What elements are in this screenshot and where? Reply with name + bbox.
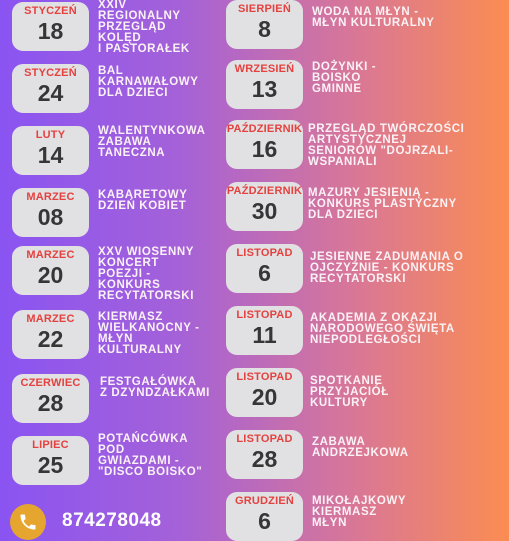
date-card: STYCZEŃ 18 xyxy=(12,2,89,51)
event-month: WRZESIEŃ xyxy=(234,63,295,75)
event-title: MAZURY JESIENIĄ - KONKURS PLASTYCZNY DLA… xyxy=(308,187,457,221)
phone-icon xyxy=(10,504,46,540)
date-card: SIERPIEŃ 8 xyxy=(226,0,303,49)
event-title: AKADEMIA Z OKAZJI NARODOWEGO ŚWIĘTA NIEP… xyxy=(310,312,455,346)
event-month: MARZEC xyxy=(26,191,75,203)
event-title: WALENTYNKOWA ZABAWA TANECZNA xyxy=(98,125,206,159)
event-month: LISTOPAD xyxy=(236,247,293,259)
date-card: GRUDZIEŃ 6 xyxy=(226,492,303,541)
event-title: SPOTKANIE PRZYJACIÓŁ KULTURY xyxy=(310,375,389,409)
date-card: LISTOPAD 20 xyxy=(226,368,303,417)
event-day: 25 xyxy=(37,452,64,478)
event-month: LIPIEC xyxy=(32,439,69,451)
phone-number[interactable]: 874278048 xyxy=(62,510,162,531)
date-card: LISTOPAD 28 xyxy=(226,430,303,479)
date-card: MARZEC 08 xyxy=(12,188,89,237)
event-title: PRZEGLĄD TWÓRCZOŚCI ARTYSTYCZNEJ SENIORÓ… xyxy=(308,123,465,168)
event-month: LISTOPAD xyxy=(236,371,293,383)
date-card: CZERWIEC 28 xyxy=(12,374,89,423)
date-card: LISTOPAD 11 xyxy=(226,306,303,355)
date-card: MARZEC 22 xyxy=(12,310,89,359)
event-day: 6 xyxy=(258,508,271,534)
event-title: KABARETOWY DZIEŃ KOBIET xyxy=(98,189,188,212)
event-month: MARZEC xyxy=(26,249,75,261)
event-day: 14 xyxy=(37,142,64,168)
event-month: CZERWIEC xyxy=(20,377,81,389)
event-title: JESIENNE ZADUMANIA O OJCZYŹNIE - KONKURS… xyxy=(310,251,464,285)
event-month: LISTOPAD xyxy=(236,433,293,445)
event-title: KIERMASZ WIELKANOCNY - MŁYN KULTURALNY xyxy=(98,311,200,356)
event-month: SIERPIEŃ xyxy=(238,3,291,15)
event-month: MARZEC xyxy=(26,313,75,325)
date-card: PAŹDZIERNIK 30 xyxy=(226,182,303,231)
date-card: LISTOPAD 6 xyxy=(226,244,303,293)
event-title: XXIV REGIONALNY PRZEGLĄD KOLĘD I PASTORA… xyxy=(98,0,190,55)
event-title: BAL KARNAWAŁOWY DLA DZIECI xyxy=(98,65,199,99)
event-month: GRUDZIEŃ xyxy=(234,495,295,507)
event-title: ZABAWA ANDRZEJKOWA xyxy=(312,436,409,459)
event-month: PAŹDZIERNIK xyxy=(226,185,303,197)
event-title: WODA NA MŁYN - MŁYN KULTURALNY xyxy=(312,6,435,29)
event-day: 30 xyxy=(251,198,278,224)
event-month: STYCZEŃ xyxy=(24,67,77,79)
event-day: 22 xyxy=(37,326,64,352)
date-card: MARZEC 20 xyxy=(12,246,89,295)
event-month: LISTOPAD xyxy=(236,309,293,321)
event-title: POTAŃCÓWKA POD GWIAZDAMI - "DISCO BOISKO… xyxy=(98,433,203,478)
event-title: MIKOŁAJKOWY KIERMASZ MŁYN xyxy=(312,495,407,529)
event-day: 28 xyxy=(251,446,278,472)
event-day: 08 xyxy=(37,204,64,230)
event-day: 11 xyxy=(252,322,277,348)
event-day: 18 xyxy=(37,18,64,44)
event-month: LUTY xyxy=(35,129,66,141)
date-card: WRZESIEŃ 13 xyxy=(226,60,303,109)
date-card: LIPIEC 25 xyxy=(12,436,89,485)
event-day: 24 xyxy=(37,80,64,106)
event-month: PAŹDZIERNIK xyxy=(226,123,303,135)
event-title: XXV WIOSENNY KONCERT POEZJI - KONKURS RE… xyxy=(98,246,195,302)
event-day: 6 xyxy=(258,260,271,286)
date-card: PAŹDZIERNIK 16 xyxy=(226,120,303,169)
event-title: DOŻYNKI - BOISKO GMINNE xyxy=(312,61,377,95)
date-card: STYCZEŃ 24 xyxy=(12,64,89,113)
event-month: STYCZEŃ xyxy=(24,5,77,17)
event-title: FESTGAŁÓWKA Z DZYNDZAŁKAMI xyxy=(100,376,210,399)
event-day: 20 xyxy=(251,384,278,410)
event-day: 28 xyxy=(37,390,64,416)
event-day: 13 xyxy=(251,76,278,102)
event-day: 8 xyxy=(258,16,271,42)
date-card: LUTY 14 xyxy=(12,126,89,175)
event-day: 20 xyxy=(37,262,64,288)
event-day: 16 xyxy=(251,136,278,162)
